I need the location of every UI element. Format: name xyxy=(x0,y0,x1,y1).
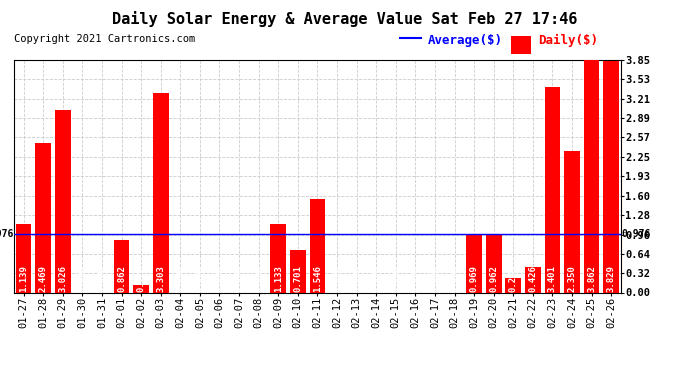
Text: 0.962: 0.962 xyxy=(489,266,498,292)
Bar xyxy=(310,199,325,292)
Text: 0.000: 0.000 xyxy=(97,266,106,292)
Text: 0.969: 0.969 xyxy=(470,266,479,292)
Text: 0.122: 0.122 xyxy=(137,266,146,292)
Text: 0.000: 0.000 xyxy=(333,266,342,292)
Bar xyxy=(506,278,521,292)
Text: 1.139: 1.139 xyxy=(19,266,28,292)
Bar xyxy=(114,240,129,292)
Text: 0.000: 0.000 xyxy=(411,266,420,292)
Bar xyxy=(16,224,32,292)
Bar xyxy=(584,59,600,292)
Text: Daily($): Daily($) xyxy=(538,34,598,47)
Text: 0.000: 0.000 xyxy=(431,266,440,292)
Bar xyxy=(564,151,580,292)
Bar xyxy=(270,224,286,292)
Text: 0.000: 0.000 xyxy=(176,266,185,292)
Text: 2.469: 2.469 xyxy=(39,266,48,292)
Bar xyxy=(466,234,482,292)
Text: 0.000: 0.000 xyxy=(215,266,224,292)
Bar xyxy=(290,250,306,292)
Text: 0.000: 0.000 xyxy=(254,266,263,292)
Bar xyxy=(525,267,541,292)
Text: 3.303: 3.303 xyxy=(156,266,165,292)
Text: 0.701: 0.701 xyxy=(293,266,302,292)
Text: 3.862: 3.862 xyxy=(587,266,596,292)
Bar xyxy=(133,285,149,292)
Text: 0.000: 0.000 xyxy=(195,266,204,292)
Bar xyxy=(35,143,51,292)
Text: 0.000: 0.000 xyxy=(391,266,400,292)
Text: 3.829: 3.829 xyxy=(607,266,615,292)
Text: 0.426: 0.426 xyxy=(529,266,538,292)
Bar xyxy=(153,93,168,292)
Text: 0.000: 0.000 xyxy=(78,266,87,292)
Text: 2.350: 2.350 xyxy=(568,266,577,292)
Bar xyxy=(55,110,70,292)
Text: Average($): Average($) xyxy=(428,34,503,47)
Text: Daily Solar Energy & Average Value Sat Feb 27 17:46: Daily Solar Energy & Average Value Sat F… xyxy=(112,11,578,27)
Text: 0.234: 0.234 xyxy=(509,266,518,292)
Text: 0.976: 0.976 xyxy=(0,228,14,238)
Bar xyxy=(544,87,560,292)
Text: 0.976: 0.976 xyxy=(621,228,651,238)
Text: 1.133: 1.133 xyxy=(274,266,283,292)
Bar xyxy=(486,234,502,292)
Text: 1.546: 1.546 xyxy=(313,266,322,292)
Bar xyxy=(603,61,619,292)
Text: Copyright 2021 Cartronics.com: Copyright 2021 Cartronics.com xyxy=(14,34,195,44)
Text: 3.026: 3.026 xyxy=(58,266,67,292)
Text: 3.401: 3.401 xyxy=(548,266,557,292)
Text: 0.000: 0.000 xyxy=(450,266,459,292)
Text: 0.000: 0.000 xyxy=(372,266,381,292)
Text: 0.862: 0.862 xyxy=(117,266,126,292)
Text: 0.000: 0.000 xyxy=(352,266,361,292)
Text: 0.000: 0.000 xyxy=(235,266,244,292)
